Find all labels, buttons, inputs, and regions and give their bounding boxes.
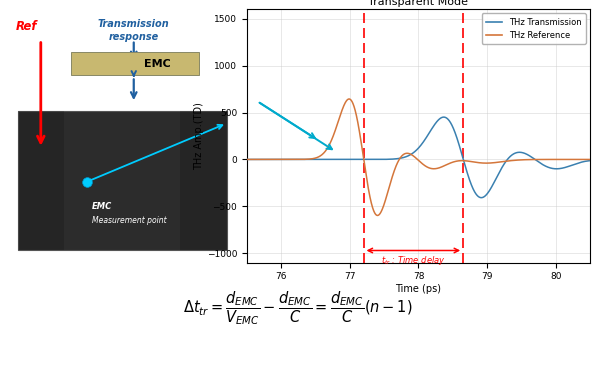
Text: EMC: EMC — [92, 202, 112, 211]
THz Reference — [209, 157, 216, 162]
Legend: THz Transmission, THz Reference: THz Transmission, THz Reference — [482, 13, 586, 44]
THz Transmission — [367, 157, 374, 162]
THz Reference — [280, 157, 288, 162]
FancyBboxPatch shape — [180, 111, 227, 250]
Text: Ref: Ref — [16, 20, 37, 33]
THz Transmission — [569, 163, 576, 167]
THz Transmission — [440, 115, 447, 119]
FancyBboxPatch shape — [18, 111, 64, 250]
THz Reference — [385, 187, 392, 191]
THz Reference — [367, 198, 374, 202]
THz Transmission — [209, 157, 216, 162]
THz Transmission — [256, 157, 263, 162]
THz Transmission — [478, 195, 485, 200]
THz Transmission — [280, 157, 288, 162]
Text: $t_{tr}$ : Time delay: $t_{tr}$ : Time delay — [381, 254, 446, 267]
Text: EMC: EMC — [144, 59, 170, 69]
Text: $\Delta t_{tr} = \dfrac{d_{EMC}}{V_{EMC}} - \dfrac{d_{EMC}}{C} = \dfrac{d_{EMC}}: $\Delta t_{tr} = \dfrac{d_{EMC}}{V_{EMC}… — [183, 289, 413, 327]
Line: THz Reference: THz Reference — [213, 99, 593, 215]
Line: THz Transmission: THz Transmission — [213, 117, 593, 198]
Text: Measurement point: Measurement point — [92, 216, 167, 225]
FancyBboxPatch shape — [71, 52, 199, 75]
Text: Transmission: Transmission — [98, 19, 170, 29]
THz Transmission — [385, 157, 392, 161]
THz Reference — [256, 157, 263, 162]
THz Reference — [569, 157, 576, 162]
Text: response: response — [109, 32, 159, 42]
Y-axis label: THz Amp.(TD): THz Amp.(TD) — [194, 102, 204, 170]
Title: Transparent Mode: Transparent Mode — [368, 0, 468, 7]
THz Reference — [374, 213, 381, 218]
X-axis label: Time (ps): Time (ps) — [396, 284, 442, 294]
FancyBboxPatch shape — [18, 111, 227, 250]
THz Reference — [346, 97, 353, 101]
